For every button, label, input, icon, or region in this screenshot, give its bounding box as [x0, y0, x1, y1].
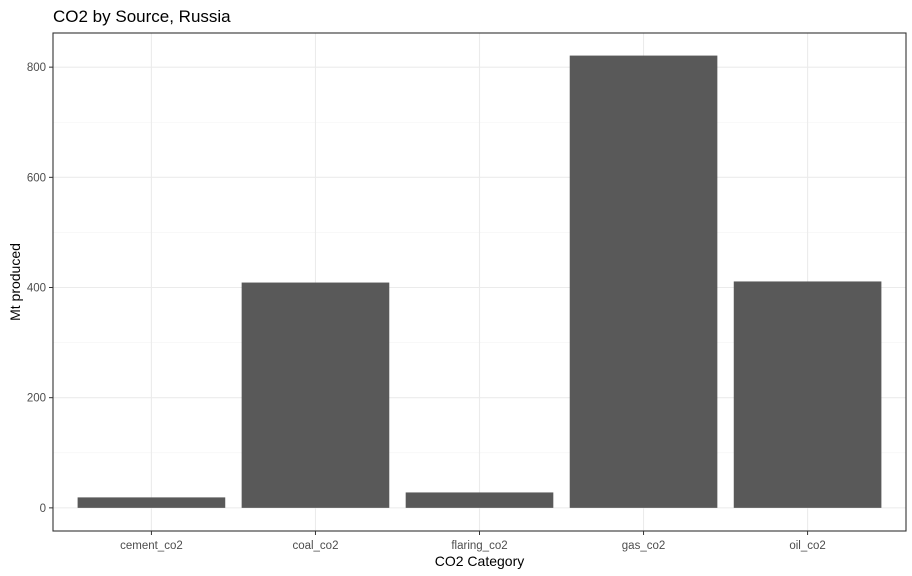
x-axis-label: CO2 Category	[435, 553, 524, 569]
y-axis-label: Mt produced	[7, 243, 23, 321]
y-axis-ticks: 0 200 400 600 800	[27, 62, 53, 515]
y-tick-label: 400	[27, 283, 46, 295]
x-tick-label: oil_co2	[789, 540, 825, 552]
y-tick-label: 800	[27, 62, 46, 74]
y-tick-label: 0	[40, 503, 46, 515]
x-tick-label: flaring_co2	[451, 540, 507, 552]
y-tick-label: 200	[27, 393, 46, 405]
x-tick-label: gas_co2	[622, 540, 665, 552]
bar-flaring_co2	[405, 492, 554, 508]
bar-cement_co2	[77, 497, 226, 508]
bar-gas_co2	[569, 55, 718, 508]
chart-title: CO2 by Source, Russia	[53, 7, 231, 26]
x-tick-label: cement_co2	[120, 540, 183, 552]
y-tick-label: 600	[27, 172, 46, 184]
x-tick-label: coal_co2	[292, 540, 338, 552]
bar-coal_co2	[241, 282, 390, 508]
bar-oil_co2	[733, 281, 882, 508]
x-axis-ticks: cement_co2 coal_co2 flaring_co2 gas_co2 oil_…	[120, 531, 826, 552]
bars	[77, 55, 882, 508]
